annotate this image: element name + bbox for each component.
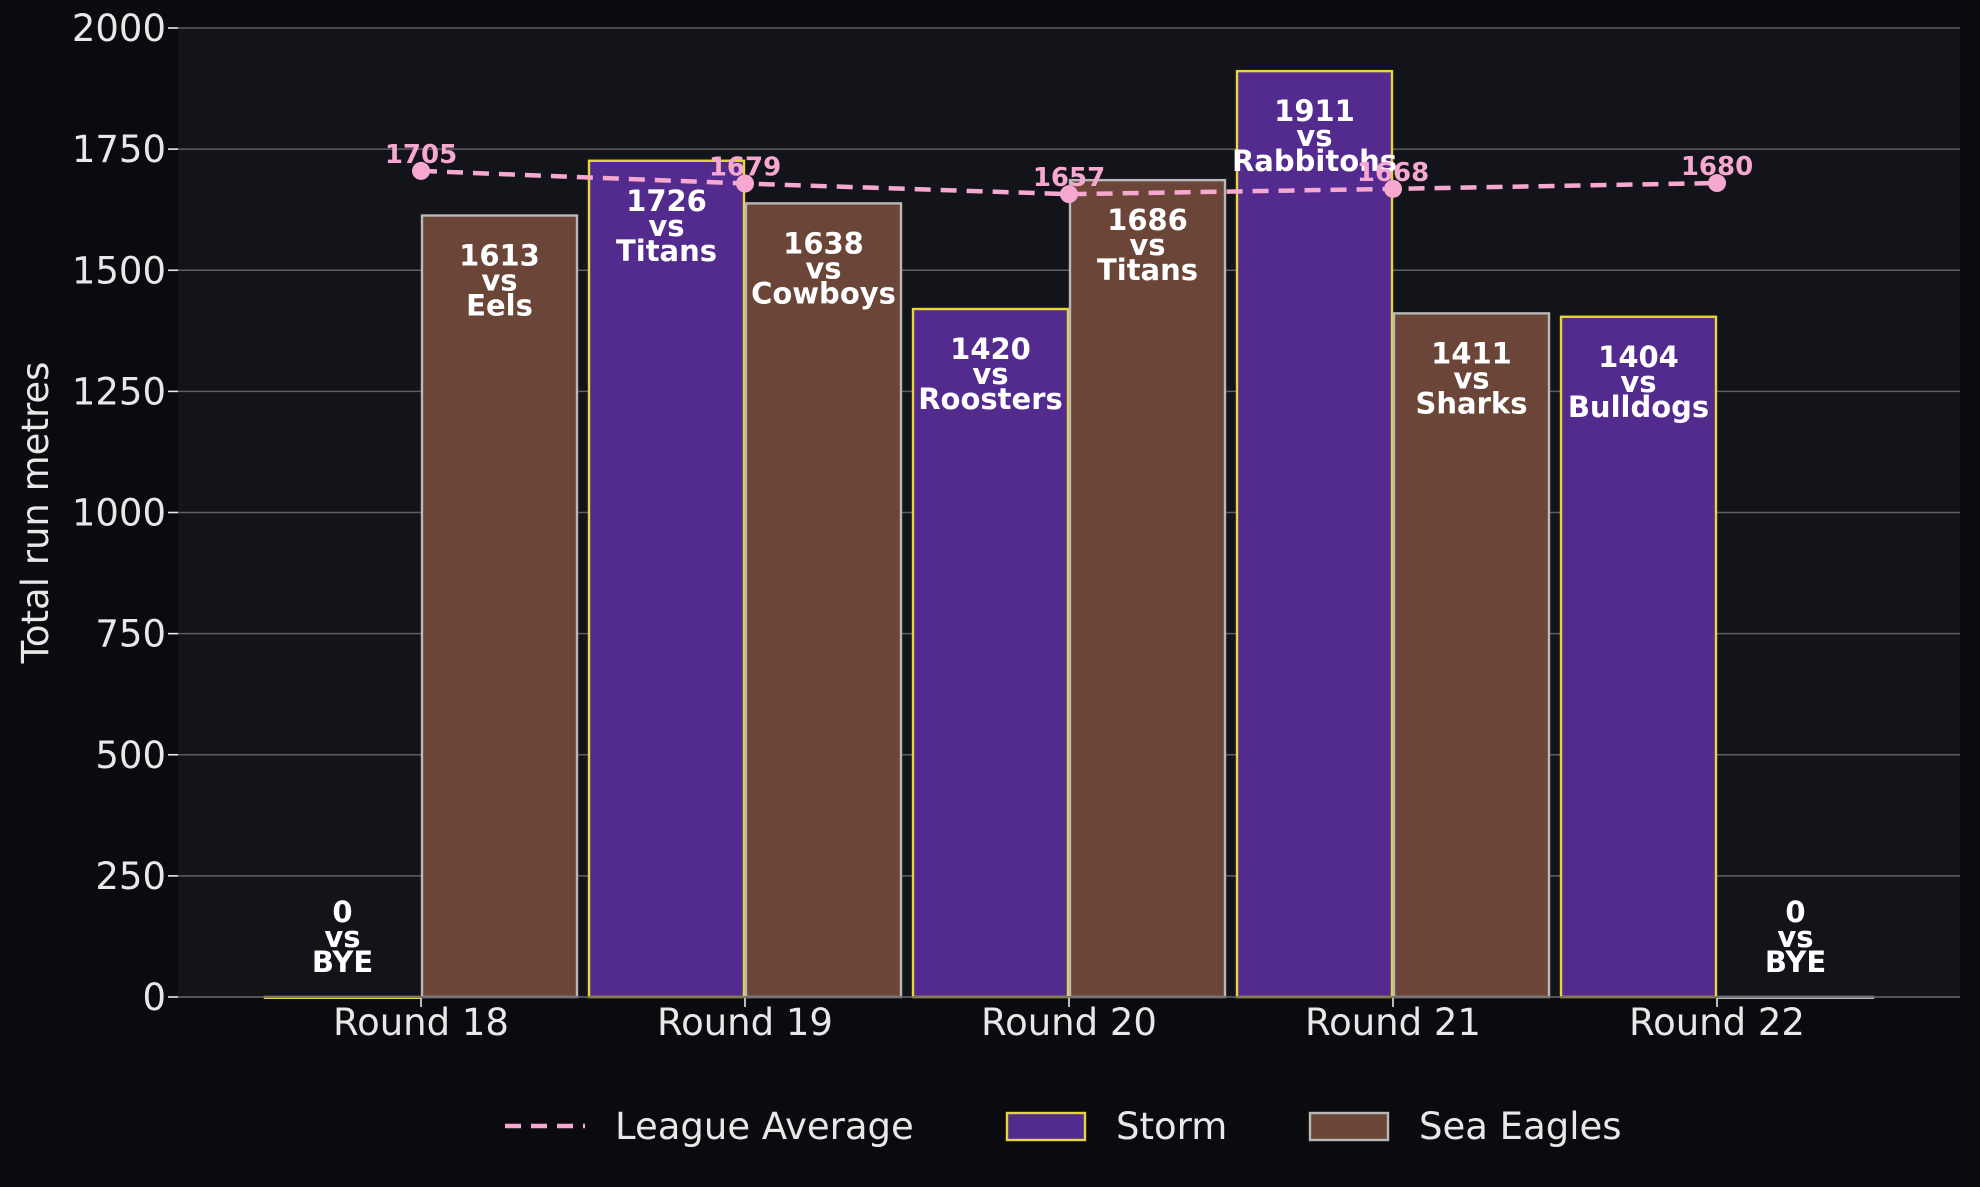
x-tick-label: Round 19 [657, 1001, 833, 1044]
x-tick-label: Round 20 [981, 1001, 1157, 1044]
legend-label-storm: Storm [1116, 1105, 1227, 1148]
league-average-point [1384, 179, 1402, 198]
legend: League Average Storm Sea Eagles [505, 1105, 1622, 1148]
y-tick-label: 1000 [72, 492, 166, 535]
legend-label-league-average: League Average [615, 1105, 914, 1148]
bar-data-label: 1686 vs Titans [1097, 203, 1198, 287]
bar-data-label: 0 vs BYE [1765, 895, 1826, 979]
y-tick-label: 1750 [72, 128, 166, 171]
league-average-point [1060, 185, 1078, 204]
league-average-point [1708, 174, 1726, 193]
league-average-label: 1657 [1033, 163, 1105, 193]
legend-swatch-sea-eagles [1308, 1111, 1390, 1142]
y-tick-label: 2000 [72, 7, 166, 50]
y-tick-label: 1250 [72, 370, 166, 413]
bar-data-label: 1420 vs Roosters [918, 332, 1063, 416]
x-tick-label: Round 18 [333, 1001, 509, 1044]
bar-data-label: 1726 vs Titans [616, 184, 717, 268]
league-average-label: 1705 [385, 140, 457, 170]
bar-sea-eagles [1392, 312, 1551, 999]
league-average-label: 1668 [1357, 158, 1429, 188]
bar-data-label: 1638 vs Cowboys [751, 226, 896, 310]
bar-sea-eagles [1068, 178, 1227, 999]
bar-storm [911, 307, 1070, 999]
league-average-point [736, 174, 754, 193]
legend-label-sea-eagles: Sea Eagles [1419, 1105, 1622, 1148]
bar-storm [587, 159, 746, 999]
x-tick-label: Round 22 [1629, 1001, 1805, 1044]
league-average-label: 1679 [709, 153, 781, 183]
y-tick-label: 1500 [72, 249, 166, 292]
y-tick-label: 250 [95, 855, 166, 898]
bar-data-label: 1613 vs Eels [459, 239, 540, 323]
y-tick-label: 750 [95, 613, 166, 656]
y-axis-label: Total run metres [14, 362, 57, 665]
bar-sea-eagles [744, 202, 903, 999]
bar-storm [1235, 69, 1394, 999]
bar-data-label: 1411 vs Sharks [1416, 336, 1528, 420]
y-tick-label: 500 [95, 734, 166, 777]
bar-storm [1559, 315, 1718, 999]
league-average-point [412, 161, 430, 180]
bar-data-label: 0 vs BYE [312, 895, 373, 979]
league-average-label: 1680 [1681, 152, 1753, 182]
legend-swatch-storm [1005, 1111, 1087, 1142]
y-tick-label: 0 [142, 976, 166, 1019]
bar-data-label: 1404 vs Bulldogs [1568, 340, 1709, 424]
bar-sea-eagles [420, 214, 579, 999]
bar-data-label: 1911 vs Rabbitohs [1232, 94, 1397, 178]
league-average-line [420, 168, 1718, 197]
x-tick-label: Round 21 [1305, 1001, 1481, 1044]
